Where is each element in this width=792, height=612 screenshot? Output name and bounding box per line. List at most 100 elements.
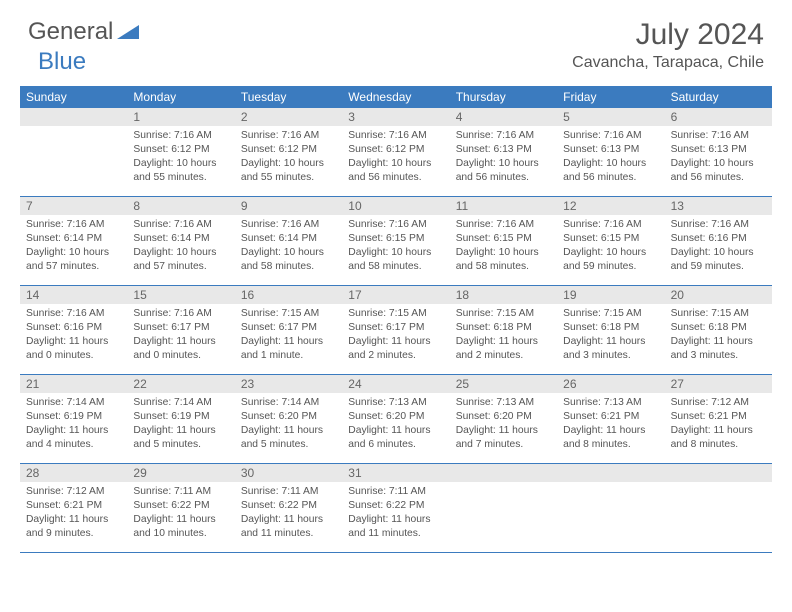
cell-body: Sunrise: 7:15 AMSunset: 6:17 PMDaylight:… [342,304,449,366]
sunset-text: Sunset: 6:20 PM [456,410,551,424]
calendar-cell: 20Sunrise: 7:15 AMSunset: 6:18 PMDayligh… [665,286,772,374]
dow-header: Tuesday [235,86,342,108]
sunrise-text: Sunrise: 7:16 AM [241,129,336,143]
cell-body: Sunrise: 7:15 AMSunset: 6:18 PMDaylight:… [557,304,664,366]
sunrise-text: Sunrise: 7:13 AM [348,396,443,410]
calendar-cell: 19Sunrise: 7:15 AMSunset: 6:18 PMDayligh… [557,286,664,374]
calendar-cell: 1Sunrise: 7:16 AMSunset: 6:12 PMDaylight… [127,108,234,196]
sunset-text: Sunset: 6:14 PM [133,232,228,246]
cell-body: Sunrise: 7:16 AMSunset: 6:12 PMDaylight:… [235,126,342,188]
sunset-text: Sunset: 6:15 PM [348,232,443,246]
sunrise-text: Sunrise: 7:14 AM [133,396,228,410]
sunset-text: Sunset: 6:14 PM [241,232,336,246]
cell-body: Sunrise: 7:14 AMSunset: 6:19 PMDaylight:… [20,393,127,455]
logo-sub: Blue [38,48,86,76]
sunset-text: Sunset: 6:18 PM [563,321,658,335]
daylight-text: Daylight: 11 hours and 8 minutes. [671,424,766,452]
month-title: July 2024 [572,18,764,52]
daylight-text: Daylight: 10 hours and 58 minutes. [348,246,443,274]
daylight-text: Daylight: 10 hours and 57 minutes. [133,246,228,274]
sunrise-text: Sunrise: 7:11 AM [348,485,443,499]
sunrise-text: Sunrise: 7:11 AM [241,485,336,499]
sunset-text: Sunset: 6:21 PM [671,410,766,424]
cell-body: Sunrise: 7:16 AMSunset: 6:16 PMDaylight:… [665,215,772,277]
calendar-cell: 22Sunrise: 7:14 AMSunset: 6:19 PMDayligh… [127,375,234,463]
calendar-cell: 31Sunrise: 7:11 AMSunset: 6:22 PMDayligh… [342,464,449,552]
calendar-cell: 16Sunrise: 7:15 AMSunset: 6:17 PMDayligh… [235,286,342,374]
day-number: 6 [665,108,772,126]
week-row: 21Sunrise: 7:14 AMSunset: 6:19 PMDayligh… [20,375,772,464]
sunrise-text: Sunrise: 7:16 AM [26,307,121,321]
day-number: 18 [450,286,557,304]
cell-body: Sunrise: 7:16 AMSunset: 6:13 PMDaylight:… [450,126,557,188]
day-number: 29 [127,464,234,482]
dow-header: Sunday [20,86,127,108]
daylight-text: Daylight: 10 hours and 56 minutes. [563,157,658,185]
daylight-text: Daylight: 11 hours and 8 minutes. [563,424,658,452]
day-number [20,108,127,126]
cell-body: Sunrise: 7:15 AMSunset: 6:18 PMDaylight:… [450,304,557,366]
day-number: 7 [20,197,127,215]
sunrise-text: Sunrise: 7:15 AM [241,307,336,321]
sunrise-text: Sunrise: 7:15 AM [671,307,766,321]
sunset-text: Sunset: 6:16 PM [671,232,766,246]
calendar-cell [20,108,127,196]
day-number: 2 [235,108,342,126]
day-number: 5 [557,108,664,126]
cell-body: Sunrise: 7:12 AMSunset: 6:21 PMDaylight:… [20,482,127,544]
calendar-cell [450,464,557,552]
day-number: 23 [235,375,342,393]
calendar-cell: 14Sunrise: 7:16 AMSunset: 6:16 PMDayligh… [20,286,127,374]
sunrise-text: Sunrise: 7:15 AM [456,307,551,321]
cell-body: Sunrise: 7:16 AMSunset: 6:15 PMDaylight:… [557,215,664,277]
sunrise-text: Sunrise: 7:12 AM [26,485,121,499]
week-row: 28Sunrise: 7:12 AMSunset: 6:21 PMDayligh… [20,464,772,553]
week-row: 1Sunrise: 7:16 AMSunset: 6:12 PMDaylight… [20,108,772,197]
calendar-cell: 23Sunrise: 7:14 AMSunset: 6:20 PMDayligh… [235,375,342,463]
sunset-text: Sunset: 6:13 PM [456,143,551,157]
cell-body: Sunrise: 7:16 AMSunset: 6:14 PMDaylight:… [235,215,342,277]
day-number: 17 [342,286,449,304]
sunset-text: Sunset: 6:15 PM [563,232,658,246]
daylight-text: Daylight: 11 hours and 3 minutes. [671,335,766,363]
calendar-cell: 2Sunrise: 7:16 AMSunset: 6:12 PMDaylight… [235,108,342,196]
calendar: SundayMondayTuesdayWednesdayThursdayFrid… [20,86,772,553]
calendar-cell: 9Sunrise: 7:16 AMSunset: 6:14 PMDaylight… [235,197,342,285]
day-number: 15 [127,286,234,304]
sunset-text: Sunset: 6:16 PM [26,321,121,335]
cell-body: Sunrise: 7:15 AMSunset: 6:18 PMDaylight:… [665,304,772,366]
sunset-text: Sunset: 6:17 PM [348,321,443,335]
sunrise-text: Sunrise: 7:14 AM [26,396,121,410]
calendar-cell: 13Sunrise: 7:16 AMSunset: 6:16 PMDayligh… [665,197,772,285]
sunrise-text: Sunrise: 7:16 AM [563,218,658,232]
daylight-text: Daylight: 11 hours and 5 minutes. [241,424,336,452]
day-number: 12 [557,197,664,215]
cell-body: Sunrise: 7:16 AMSunset: 6:12 PMDaylight:… [342,126,449,188]
day-number: 27 [665,375,772,393]
sunset-text: Sunset: 6:15 PM [456,232,551,246]
day-number [557,464,664,482]
daylight-text: Daylight: 10 hours and 56 minutes. [671,157,766,185]
sunrise-text: Sunrise: 7:16 AM [563,129,658,143]
calendar-cell: 3Sunrise: 7:16 AMSunset: 6:12 PMDaylight… [342,108,449,196]
calendar-cell: 28Sunrise: 7:12 AMSunset: 6:21 PMDayligh… [20,464,127,552]
sunset-text: Sunset: 6:21 PM [26,499,121,513]
dow-header: Thursday [450,86,557,108]
sunrise-text: Sunrise: 7:16 AM [671,218,766,232]
day-number: 1 [127,108,234,126]
cell-body: Sunrise: 7:16 AMSunset: 6:14 PMDaylight:… [20,215,127,277]
day-number: 28 [20,464,127,482]
daylight-text: Daylight: 10 hours and 56 minutes. [348,157,443,185]
day-number: 20 [665,286,772,304]
calendar-cell: 26Sunrise: 7:13 AMSunset: 6:21 PMDayligh… [557,375,664,463]
cell-body: Sunrise: 7:16 AMSunset: 6:12 PMDaylight:… [127,126,234,188]
dow-row: SundayMondayTuesdayWednesdayThursdayFrid… [20,86,772,108]
week-row: 7Sunrise: 7:16 AMSunset: 6:14 PMDaylight… [20,197,772,286]
day-number: 14 [20,286,127,304]
calendar-cell [665,464,772,552]
day-number: 9 [235,197,342,215]
sunrise-text: Sunrise: 7:16 AM [671,129,766,143]
calendar-cell: 21Sunrise: 7:14 AMSunset: 6:19 PMDayligh… [20,375,127,463]
calendar-cell: 8Sunrise: 7:16 AMSunset: 6:14 PMDaylight… [127,197,234,285]
daylight-text: Daylight: 10 hours and 56 minutes. [456,157,551,185]
